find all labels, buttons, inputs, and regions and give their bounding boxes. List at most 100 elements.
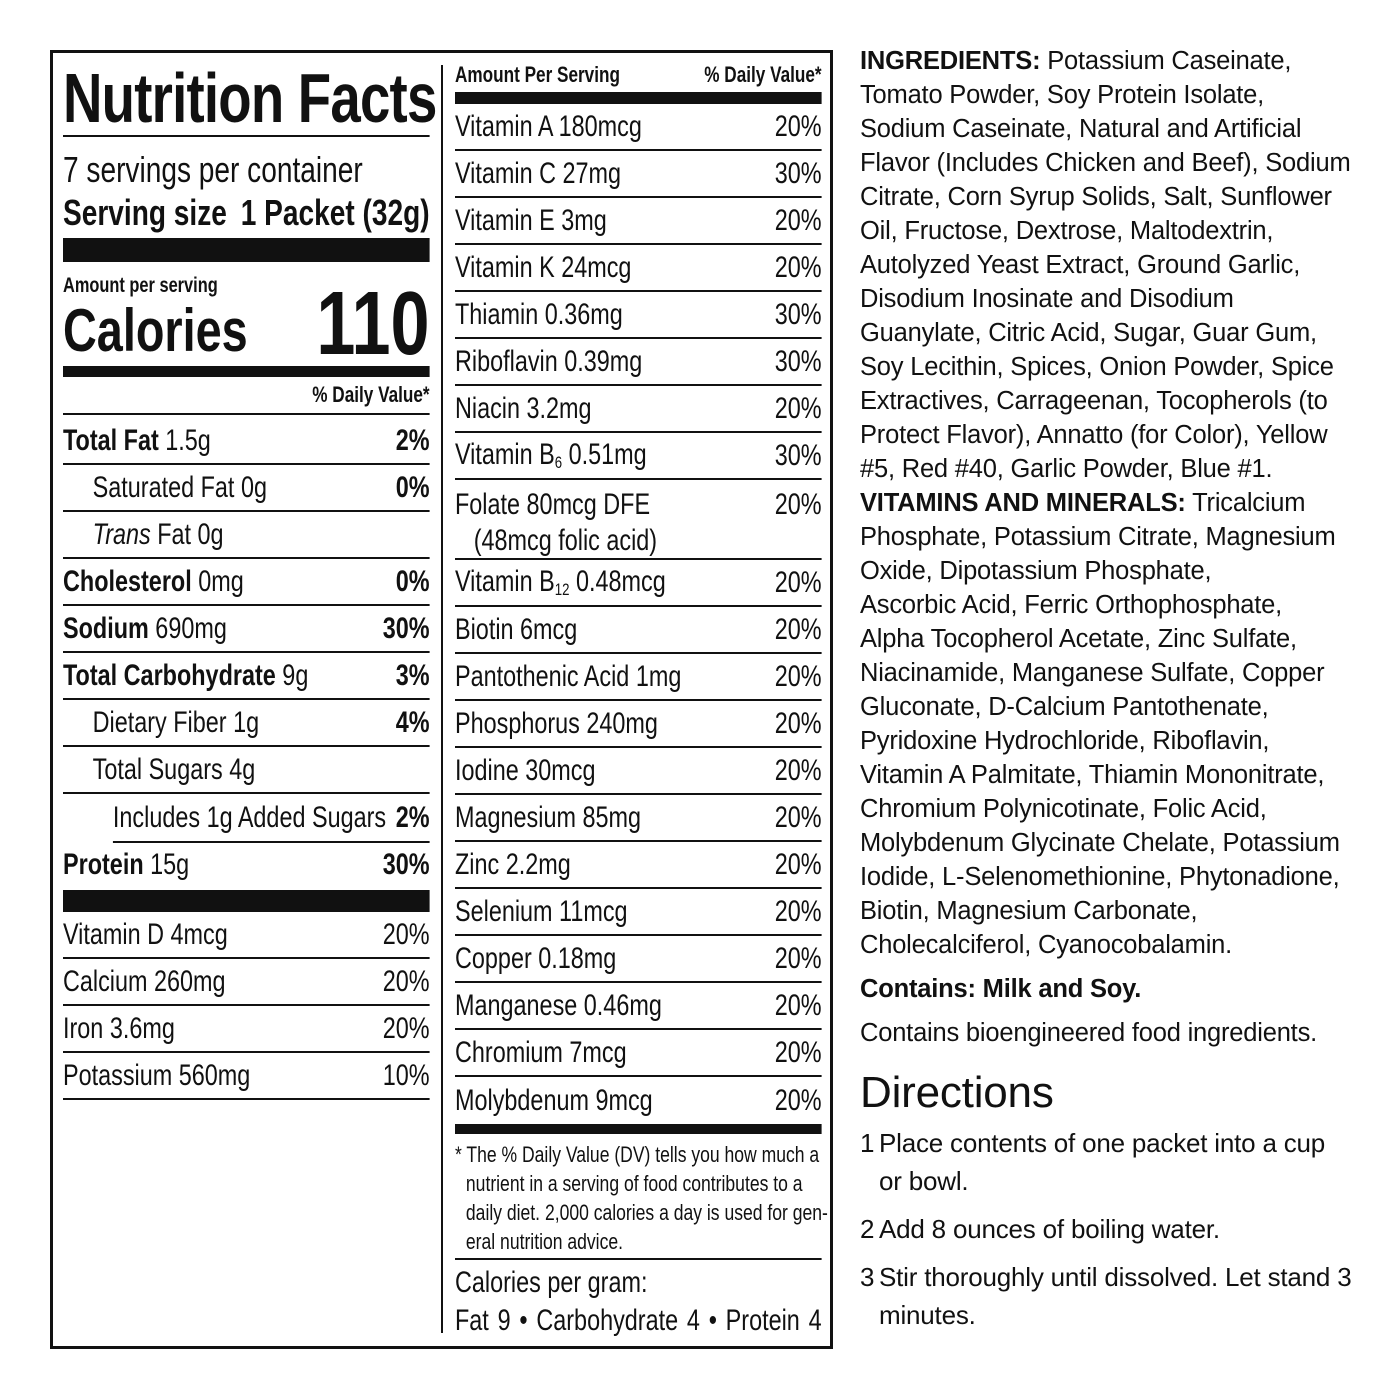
nutrient-name: Saturated Fat (92, 470, 235, 504)
footnote-line: daily diet. 2,000 calories a day is used… (465, 1200, 828, 1225)
step-text: Stir thoroughly until dissolved. Let sta… (879, 1258, 1352, 1334)
direction-step: 2 Add 8 ounces of boiling water. (860, 1210, 1380, 1248)
vitamin-dv: 20% (774, 488, 822, 521)
vitamin-label: Vitamin A 180mcg (455, 110, 642, 144)
serving-size-value: 1 Packet (32g) (240, 192, 430, 233)
ingredients-text: Tomato Powder, Soy Protein Isolate, (860, 81, 1265, 109)
vitamin-row: Vitamin C 27mg 30% (455, 151, 822, 198)
ingredients-text: Guanylate, Citric Acid, Sugar, Guar Gum, (860, 319, 1317, 347)
vitamin-row: Vitamin D 4mcg 20% (63, 912, 430, 959)
vitamins-minerals-text: Ascorbic Acid, Ferric Orthophosphate, (860, 591, 1283, 619)
vitamins-minerals-text: Iodide, L-Selenomethionine, Phytonadione… (860, 863, 1340, 891)
vitamin-name: Phosphorus 240mg (455, 706, 658, 740)
vitamin-label: Vitamin K 24mcg (455, 251, 631, 285)
vitamins-minerals-line: VITAMINS AND MINERALS: Tricalcium (860, 486, 1380, 520)
nutrient-row: Trans Fat 0g (63, 512, 430, 559)
thick-divider (455, 92, 822, 104)
vitamin-dv: 20% (774, 203, 822, 237)
vitamin-name-line2: (48mcg folic acid) (473, 524, 658, 557)
nutrient-amount: 690mg (155, 611, 227, 645)
vitamin-label: Selenium 11mcg (455, 895, 628, 929)
ingredients-line: Disodium Inosinate and Disodium (860, 282, 1380, 316)
ingredients-line: Flavor (Includes Chicken and Beef), Sodi… (860, 146, 1380, 180)
footnote-line: * The % Daily Value (DV) tells you how m… (455, 1142, 820, 1167)
nutrient-label: Saturated Fat 0g (63, 471, 267, 505)
nutrient-amount: 1g (233, 705, 260, 739)
vitamin-dv: 20% (774, 1083, 822, 1117)
vitamin-name: Zinc 2.2mg (455, 847, 571, 881)
vitamin-name: Pantothenic Acid 1mg (455, 659, 682, 693)
vitamin-label: Riboflavin 0.39mg (455, 345, 642, 379)
vitamins-minerals-line: Gluconate, D-Calcium Pantothenate, (860, 690, 1380, 724)
vitamin-dv: 20% (774, 894, 822, 928)
nutrient-name: Total Sugars (92, 752, 223, 786)
vitamin-label: Molybdenum 9mcg (455, 1084, 653, 1118)
nutrient-name: Protein (63, 847, 144, 881)
medium-divider (63, 366, 430, 377)
nutrient-row: Total Fat 1.5g 2% (63, 418, 430, 465)
ingredients-text: Soy Lecithin, Spices, Onion Powder, Spic… (860, 353, 1334, 381)
nutrient-amount: 0mg (198, 564, 244, 598)
vitamin-name: Iron 3.6mg (63, 1011, 175, 1045)
ingredients-line: Oil, Fructose, Dextrose, Maltodextrin, (860, 214, 1380, 248)
vitamin-row: Vitamin E 3mg 20% (455, 198, 822, 245)
nutrition-facts-title: Nutrition Facts (63, 59, 437, 137)
vitamin-row: Selenium 11mcg 20% (455, 889, 822, 936)
daily-value-header: % Daily Value* (704, 62, 822, 87)
vitamin-label: Niacin 3.2mg (455, 392, 592, 426)
step-text: Place contents of one packet into a cup o… (879, 1124, 1325, 1200)
thick-divider (63, 238, 430, 262)
nutrient-name-rest: Fat 0g (157, 517, 224, 551)
step-number: 2 (860, 1214, 875, 1244)
vitamin-label: Phosphorus 240mg (455, 707, 658, 741)
nutrient-label: Total Fat 1.5g (63, 424, 211, 458)
vitamin-row: Manganese 0.46mg 20% (455, 983, 822, 1030)
vitamin-row: Thiamin 0.36mg 30% (455, 292, 822, 339)
nutrient-name: Total Carbohydrate (63, 658, 276, 692)
vitamins-minerals-text: Cholecalciferol, Cyanocobalamin. (860, 931, 1233, 959)
vitamin-name: Biotin 6mcg (455, 612, 578, 646)
vitamins-minerals-text: Chromium Polynicotinate, Folic Acid, (860, 795, 1267, 823)
vitamin-dv: 20% (382, 1011, 430, 1045)
vitamins-minerals-line: Cholecalciferol, Cyanocobalamin. (860, 928, 1380, 962)
direction-step: 1 Place contents of one packet into a cup… (860, 1124, 1380, 1200)
vitamin-row: Zinc 2.2mg 20% (455, 842, 822, 889)
ingredients-line: Soy Lecithin, Spices, Onion Powder, Spic… (860, 350, 1380, 384)
amount-per-serving-header: Amount Per Serving (455, 62, 620, 87)
vitamin-dv: 20% (774, 1035, 822, 1069)
vitamin-dv: 30% (774, 156, 822, 190)
vitamins-minerals-text: Gluconate, D-Calcium Pantothenate, (860, 693, 1269, 721)
vitamins-minerals-label: VITAMINS AND MINERALS: (860, 489, 1186, 517)
footnote-line: nutrient in a serving of food contribute… (465, 1171, 803, 1196)
vitamin-row: Niacin 3.2mg 20% (455, 386, 822, 433)
ingredients-text: Flavor (Includes Chicken and Beef), Sodi… (860, 149, 1351, 177)
vitamin-label: Vitamin B12 0.48mcg (455, 565, 666, 600)
ingredients-line: Guanylate, Citric Acid, Sugar, Guar Gum, (860, 316, 1380, 350)
vitamin-name: Manganese 0.46mg (455, 988, 662, 1022)
nutrient-name: Includes 1g Added Sugars (112, 800, 387, 834)
serving-size-label: Serving size (63, 192, 227, 233)
vitamin-row: Copper 0.18mg 20% (455, 936, 822, 983)
nutrient-label: Trans Fat 0g (63, 518, 224, 552)
vitamin-row: Vitamin K 24mcg 20% (455, 245, 822, 292)
vitamin-label: Pantothenic Acid 1mg (455, 660, 681, 694)
allergen-statement: Contains: Milk and Soy. (860, 975, 1142, 1003)
vitamin-label: Vitamin C 27mg (455, 157, 621, 191)
vitamins-minerals-text: Alpha Tocopherol Acetate, Zinc Sulfate, (860, 625, 1297, 653)
nutrient-dv: 30% (382, 611, 430, 645)
ingredients-line: Tomato Powder, Soy Protein Isolate, (860, 78, 1380, 112)
nutrient-row: Dietary Fiber 1g 4% (63, 700, 430, 747)
nutrient-label: Includes 1g Added Sugars (63, 801, 386, 835)
ingredients-text: Protect Flavor), Annatto (for Color), Ye… (860, 421, 1328, 449)
vitamin-dv: 30% (774, 344, 822, 378)
nutrient-row: Cholesterol 0mg 0% (63, 559, 430, 606)
nutrient-name: Cholesterol (63, 564, 192, 598)
vitamin-name: Iodine 30mcg (455, 753, 596, 787)
ingredients-line: INGREDIENTS: Potassium Caseinate, (860, 44, 1380, 78)
vitamin-name: Thiamin 0.36mg (455, 297, 623, 331)
vitamin-name: Vitamin C 27mg (455, 156, 622, 190)
nutrient-dv: 2% (395, 800, 430, 834)
ingredients-line: Autolyzed Yeast Extract, Ground Garlic, (860, 248, 1380, 282)
amount-per-serving: Amount per serving (63, 274, 218, 297)
step-number: 3 (860, 1262, 875, 1292)
